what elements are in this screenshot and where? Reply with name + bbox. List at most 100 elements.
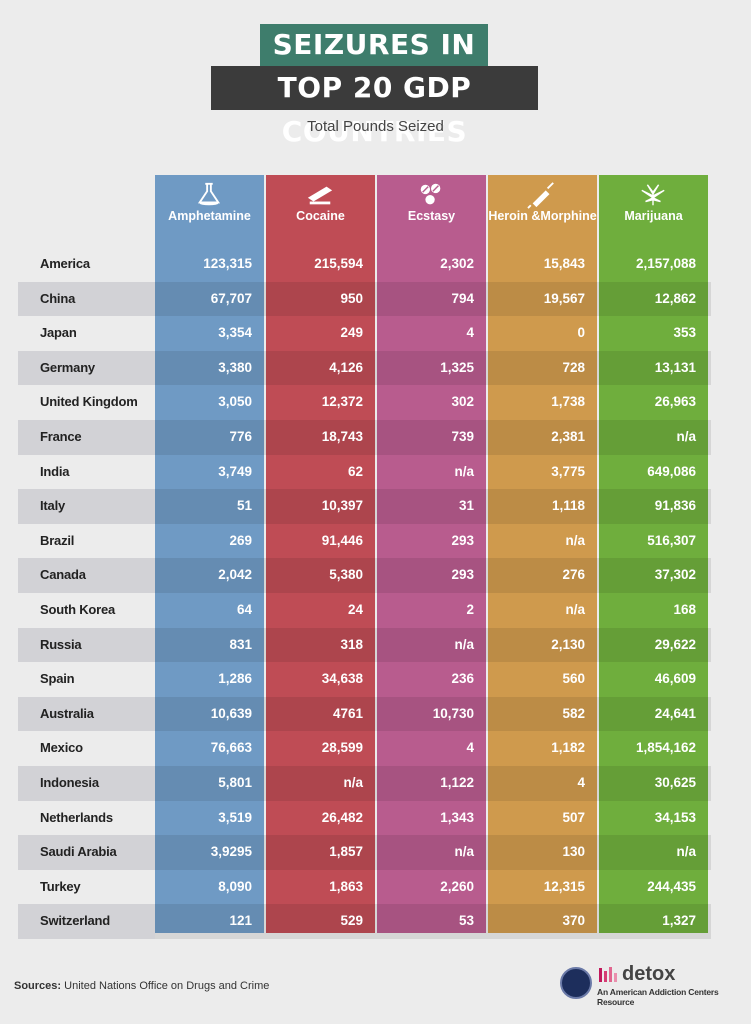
table-cell: 28,599	[321, 740, 363, 756]
table-cell: 0	[577, 325, 585, 341]
row-label-stripe	[18, 558, 155, 593]
country-label: Canada	[40, 567, 86, 583]
table-cell: 91,836	[654, 498, 696, 514]
table-cell: 293	[451, 567, 474, 583]
column-marijuana: Marijuana	[599, 175, 708, 933]
table-cell: 4	[466, 740, 474, 756]
country-label: Netherlands	[40, 809, 113, 825]
table-cell: 8,090	[218, 878, 252, 894]
razor-blade-icon	[307, 186, 333, 205]
table-cell: n/a	[454, 844, 474, 860]
table-cell: 293	[451, 532, 474, 548]
table-cell: 2,302	[440, 256, 474, 271]
table-cell: 30,625	[654, 775, 696, 790]
table-cell: 29,622	[654, 636, 696, 652]
table-cell: 2,130	[551, 636, 585, 652]
table-cell: 2	[466, 602, 474, 617]
table-cell: 53	[458, 913, 474, 929]
table-cell: 582	[562, 705, 585, 721]
table-cell: 269	[229, 532, 252, 548]
table-cell: n/a	[565, 602, 585, 617]
table-cell: 1,863	[329, 878, 363, 894]
table-cell: 12,315	[543, 878, 585, 894]
table-cell: 1,182	[551, 740, 585, 756]
row-label-stripe	[18, 489, 155, 524]
table-cell: 64	[236, 602, 252, 617]
country-label: Germany	[40, 359, 95, 375]
syringe-icon	[527, 182, 554, 209]
table-cell: 130	[562, 844, 585, 860]
table-cell: 1,286	[218, 671, 252, 687]
table-cell: 91,446	[321, 532, 363, 548]
country-label: Japan	[40, 325, 77, 341]
table-cell: 3,775	[551, 463, 585, 479]
table-cell: 24,641	[654, 705, 696, 721]
table-cell: 318	[340, 636, 363, 652]
table-cell: 353	[673, 325, 696, 341]
table-cell: 12,372	[321, 394, 363, 410]
table-cell: 1,343	[440, 809, 474, 825]
table-cell: 3,519	[218, 809, 252, 825]
row-label-stripe	[18, 627, 155, 663]
table-cell: 1,327	[662, 913, 696, 929]
country-label: Mexico	[40, 740, 83, 756]
table-cell: 18,743	[321, 429, 363, 444]
row-label-stripe	[18, 420, 155, 455]
country-label: Russia	[40, 636, 82, 652]
table-cell: 507	[562, 809, 585, 825]
table-cell: 76,663	[210, 740, 252, 756]
table-cell: 123,315	[203, 256, 252, 271]
table-cell: 215,594	[314, 256, 363, 271]
sources-label: Sources:	[14, 980, 62, 992]
table-cell: 2,260	[440, 878, 474, 894]
table-cell: 560	[562, 671, 585, 687]
table-cell: 4761	[332, 705, 363, 721]
table-cell: 5,801	[218, 775, 252, 790]
table-cell: 3,9295	[210, 844, 252, 860]
table-cell: 370	[562, 913, 585, 929]
title-line-1: SEIZURES IN THE	[260, 24, 488, 103]
detox-logo-icon	[599, 967, 617, 982]
row-label-stripe	[18, 350, 155, 386]
country-label: Spain	[40, 671, 75, 687]
row-label-stripe	[18, 281, 155, 317]
table-cell: 276	[562, 567, 585, 583]
table-cell: 19,567	[543, 290, 585, 306]
table-cell: 2,042	[218, 567, 252, 583]
row-label-stripe	[18, 904, 155, 939]
country-label: France	[40, 429, 82, 444]
table-cell: 236	[451, 671, 474, 687]
country-label: United Kingdom	[40, 394, 138, 410]
table-cell: 3,749	[218, 463, 252, 479]
column-header: Heroin &Morphine	[488, 209, 597, 223]
table-cell: 31	[458, 498, 474, 514]
table-cell: 4	[577, 775, 585, 790]
table-cell: n/a	[454, 463, 474, 479]
table-cell: 51	[236, 498, 252, 514]
column-amphetamine: Amphetamine	[155, 175, 264, 933]
country-label: Indonesia	[40, 775, 99, 790]
table-cell: n/a	[454, 636, 474, 652]
logo-subtext: An American Addiction Centers Resource	[597, 987, 719, 1007]
table-cell: 4	[466, 325, 474, 341]
row-label-stripe	[18, 835, 155, 870]
table-cell: 4,126	[329, 359, 363, 375]
table-cell: 121	[229, 913, 252, 929]
sources-text: United Nations Office on Drugs and Crime	[64, 980, 270, 992]
table-cell: 168	[673, 602, 696, 617]
table-cell: 1,738	[551, 394, 585, 410]
table-cell: 728	[562, 359, 585, 375]
table-cell: 1,325	[440, 359, 474, 375]
table-cell: 516,307	[647, 532, 696, 548]
table-cell: 37,302	[654, 567, 696, 583]
table-cell: 2,157,088	[635, 256, 696, 271]
pills-icon	[420, 183, 441, 205]
table-cell: 10,639	[210, 705, 252, 721]
table-cell: 950	[340, 290, 363, 306]
table-cell: 26,963	[654, 394, 696, 410]
table-cell: 5,380	[329, 567, 363, 583]
table-cell: 649,086	[647, 463, 696, 479]
column-header: Marijuana	[624, 209, 683, 223]
row-label-stripe	[18, 766, 155, 801]
table-cell: n/a	[676, 429, 696, 444]
